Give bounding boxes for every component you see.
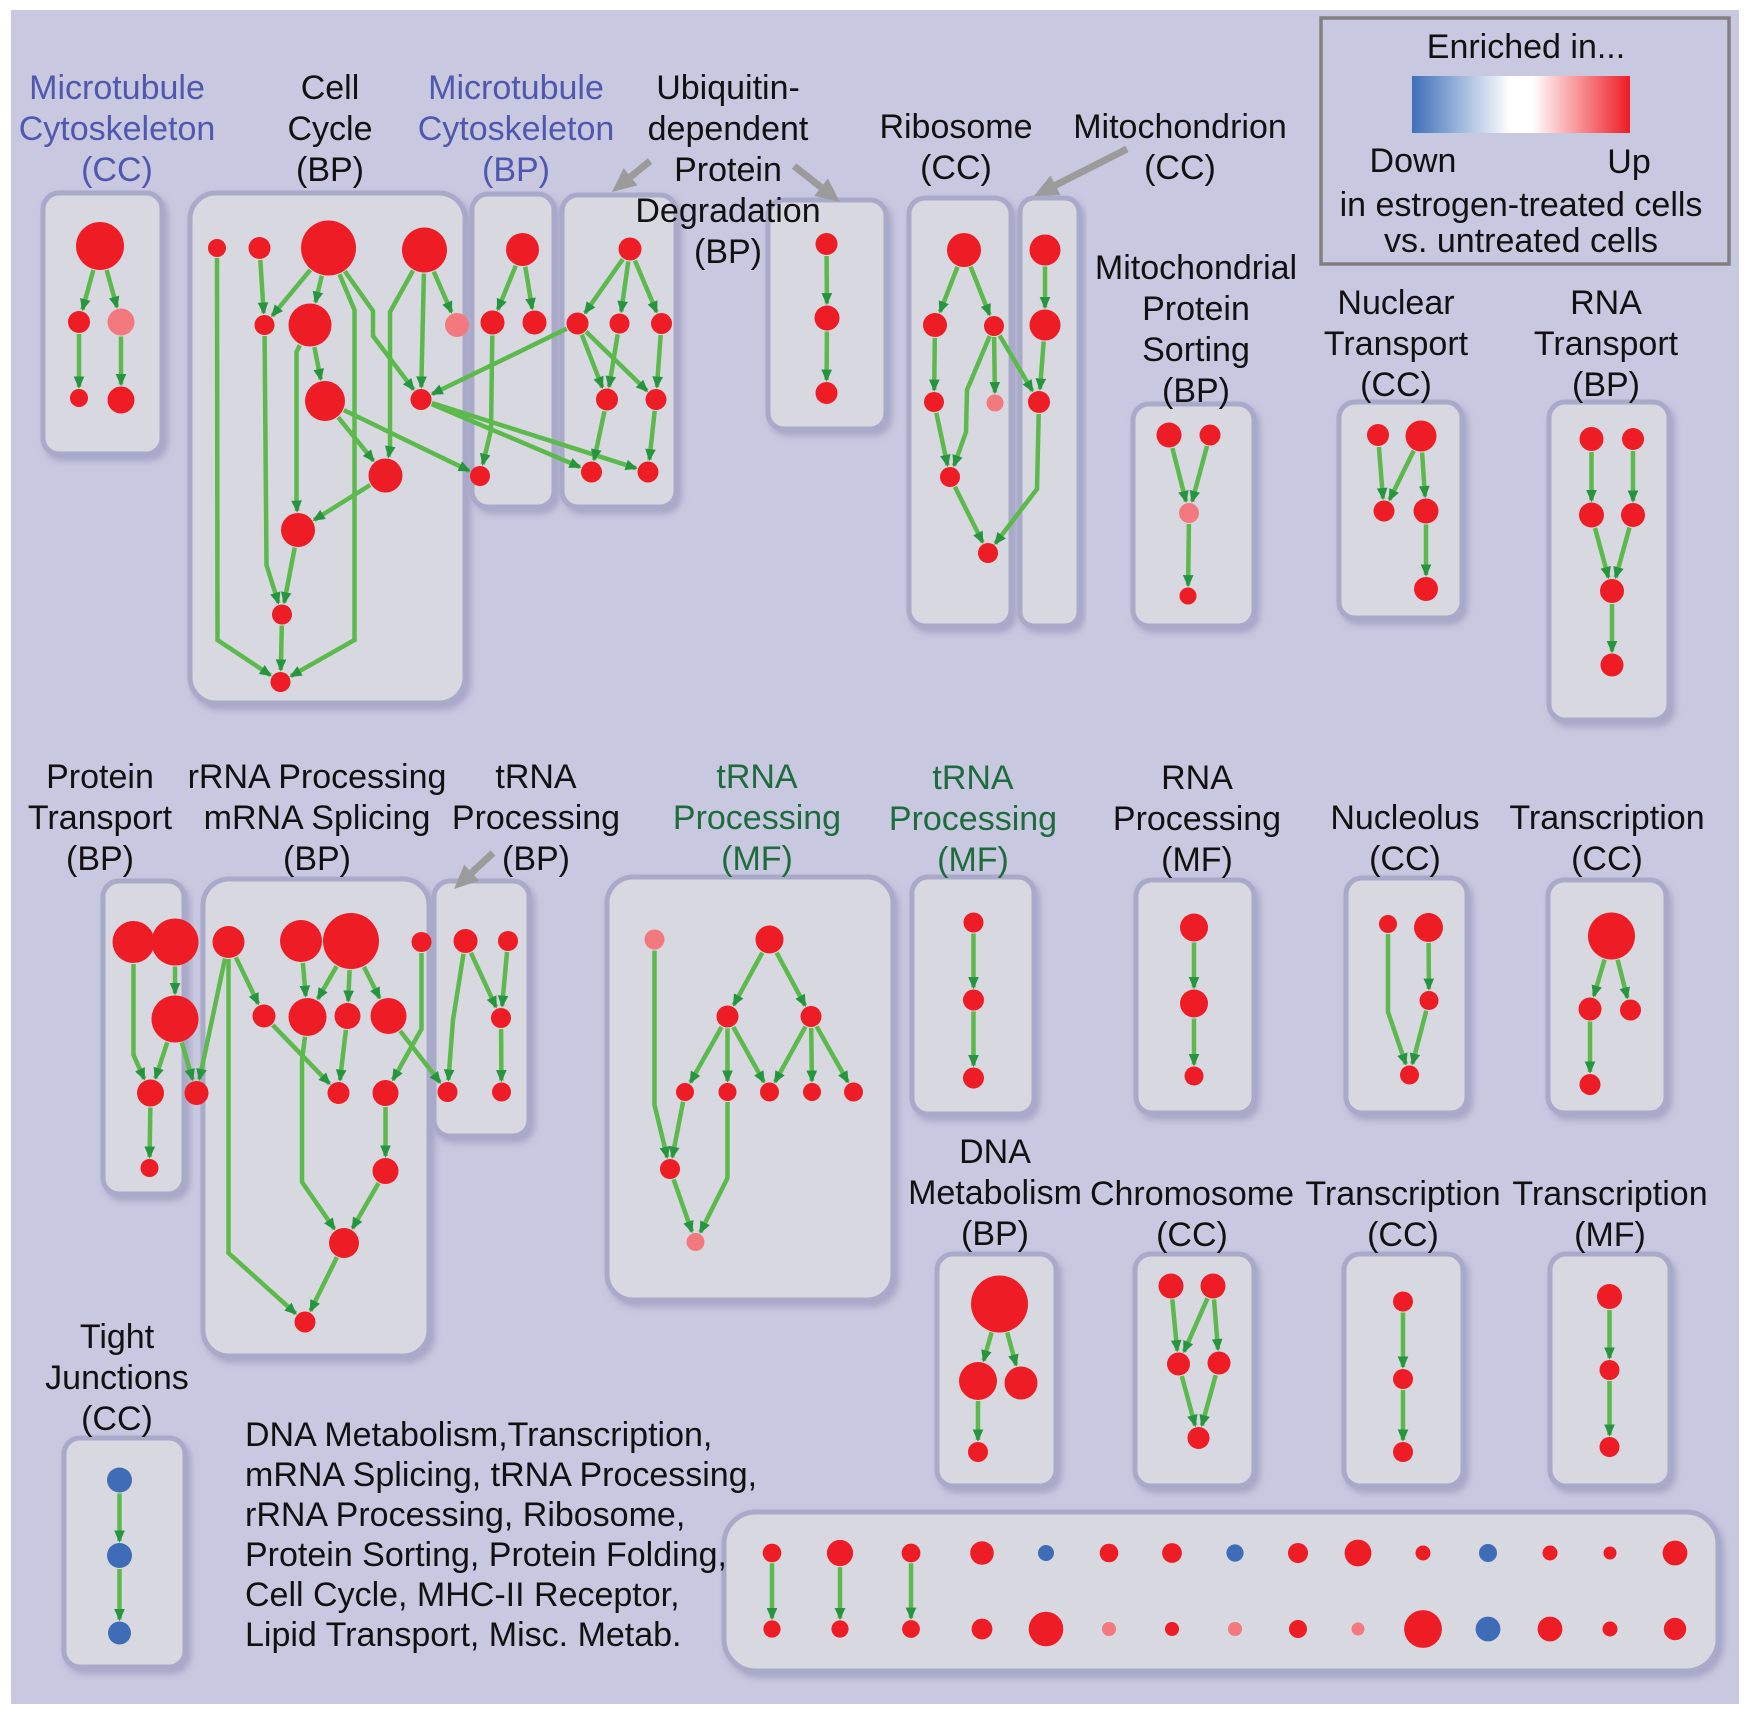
svg-text:Nucleolus: Nucleolus [1330,799,1479,837]
svg-text:Sorting: Sorting [1142,331,1250,369]
svg-text:Transport: Transport [1534,325,1679,363]
svg-text:(MF): (MF) [721,840,793,878]
svg-text:(MF): (MF) [937,841,1009,879]
svg-text:RNA: RNA [1570,284,1642,322]
svg-text:Enriched in...: Enriched in... [1427,28,1625,66]
svg-text:mRNA Splicing, tRNA Processing: mRNA Splicing, tRNA Processing, [245,1456,757,1494]
svg-text:Mitochondrion: Mitochondrion [1073,108,1287,146]
svg-text:(BP): (BP) [66,840,134,878]
svg-text:(CC): (CC) [920,149,992,187]
svg-text:(CC): (CC) [1156,1216,1228,1254]
svg-text:Microtubule: Microtubule [29,69,205,107]
svg-text:Down: Down [1370,142,1457,180]
svg-text:Metabolism: Metabolism [908,1174,1082,1212]
svg-text:Degradation: Degradation [635,192,820,230]
svg-text:(CC): (CC) [81,1400,153,1438]
svg-text:mRNA Splicing: mRNA Splicing [204,799,431,837]
svg-text:Lipid Transport, Misc. Metab.: Lipid Transport, Misc. Metab. [245,1616,682,1654]
svg-text:Nuclear: Nuclear [1337,284,1454,322]
svg-text:rRNA Processing, Ribosome,: rRNA Processing, Ribosome, [245,1496,685,1534]
svg-text:(CC): (CC) [1369,840,1441,878]
svg-text:(BP): (BP) [1162,372,1230,410]
svg-text:Tight: Tight [80,1318,155,1356]
svg-text:Protein: Protein [46,758,154,796]
svg-text:Protein Sorting, Protein Foldi: Protein Sorting, Protein Folding, [245,1536,727,1574]
svg-text:Microtubule: Microtubule [428,69,604,107]
svg-text:(BP): (BP) [502,840,570,878]
svg-text:Processing: Processing [452,799,620,837]
svg-text:(MF): (MF) [1574,1216,1646,1254]
svg-text:rRNA Processing: rRNA Processing [188,758,447,796]
svg-text:Junctions: Junctions [45,1359,189,1397]
svg-text:dependent: dependent [648,110,809,148]
svg-text:Ubiquitin-: Ubiquitin- [656,69,800,107]
svg-text:(CC): (CC) [1360,366,1432,404]
svg-text:in estrogen-treated cells: in estrogen-treated cells [1340,186,1703,224]
svg-text:(CC): (CC) [1144,149,1216,187]
svg-text:(BP): (BP) [482,151,550,189]
svg-text:Cytoskeleton: Cytoskeleton [418,110,615,148]
svg-text:(MF): (MF) [1161,841,1233,879]
svg-text:Processing: Processing [673,799,841,837]
svg-text:Cytoskeleton: Cytoskeleton [19,110,216,148]
svg-text:DNA Metabolism,Transcription,: DNA Metabolism,Transcription, [245,1416,712,1454]
svg-text:Ribosome: Ribosome [879,108,1032,146]
svg-text:Transcription: Transcription [1512,1175,1707,1213]
svg-text:(CC): (CC) [1571,840,1643,878]
svg-text:Transcription: Transcription [1509,799,1704,837]
svg-text:Protein: Protein [1142,290,1250,328]
svg-text:(CC): (CC) [81,151,153,189]
svg-text:tRNA: tRNA [495,758,577,796]
svg-text:tRNA: tRNA [716,758,798,796]
svg-text:Protein: Protein [674,151,782,189]
svg-text:Chromosome: Chromosome [1090,1175,1294,1213]
svg-text:DNA: DNA [959,1133,1031,1171]
svg-text:Processing: Processing [889,800,1057,838]
svg-text:Processing: Processing [1113,800,1281,838]
svg-text:(BP): (BP) [296,151,364,189]
svg-text:(BP): (BP) [694,233,762,271]
svg-text:Transcription: Transcription [1305,1175,1500,1213]
svg-text:(BP): (BP) [1572,366,1640,404]
svg-text:Cycle: Cycle [287,110,372,148]
svg-text:tRNA: tRNA [932,759,1014,797]
svg-text:Transport: Transport [28,799,173,837]
svg-text:Mitochondrial: Mitochondrial [1095,249,1297,287]
svg-text:Cell: Cell [301,69,360,107]
svg-text:vs. untreated cells: vs. untreated cells [1384,222,1658,260]
svg-text:Transport: Transport [1324,325,1469,363]
svg-text:(BP): (BP) [961,1215,1029,1253]
svg-text:RNA: RNA [1161,759,1233,797]
svg-text:Cell Cycle, MHC-II Receptor,: Cell Cycle, MHC-II Receptor, [245,1576,680,1614]
svg-text:(CC): (CC) [1367,1216,1439,1254]
svg-text:Up: Up [1607,143,1650,181]
svg-text:(BP): (BP) [283,840,351,878]
